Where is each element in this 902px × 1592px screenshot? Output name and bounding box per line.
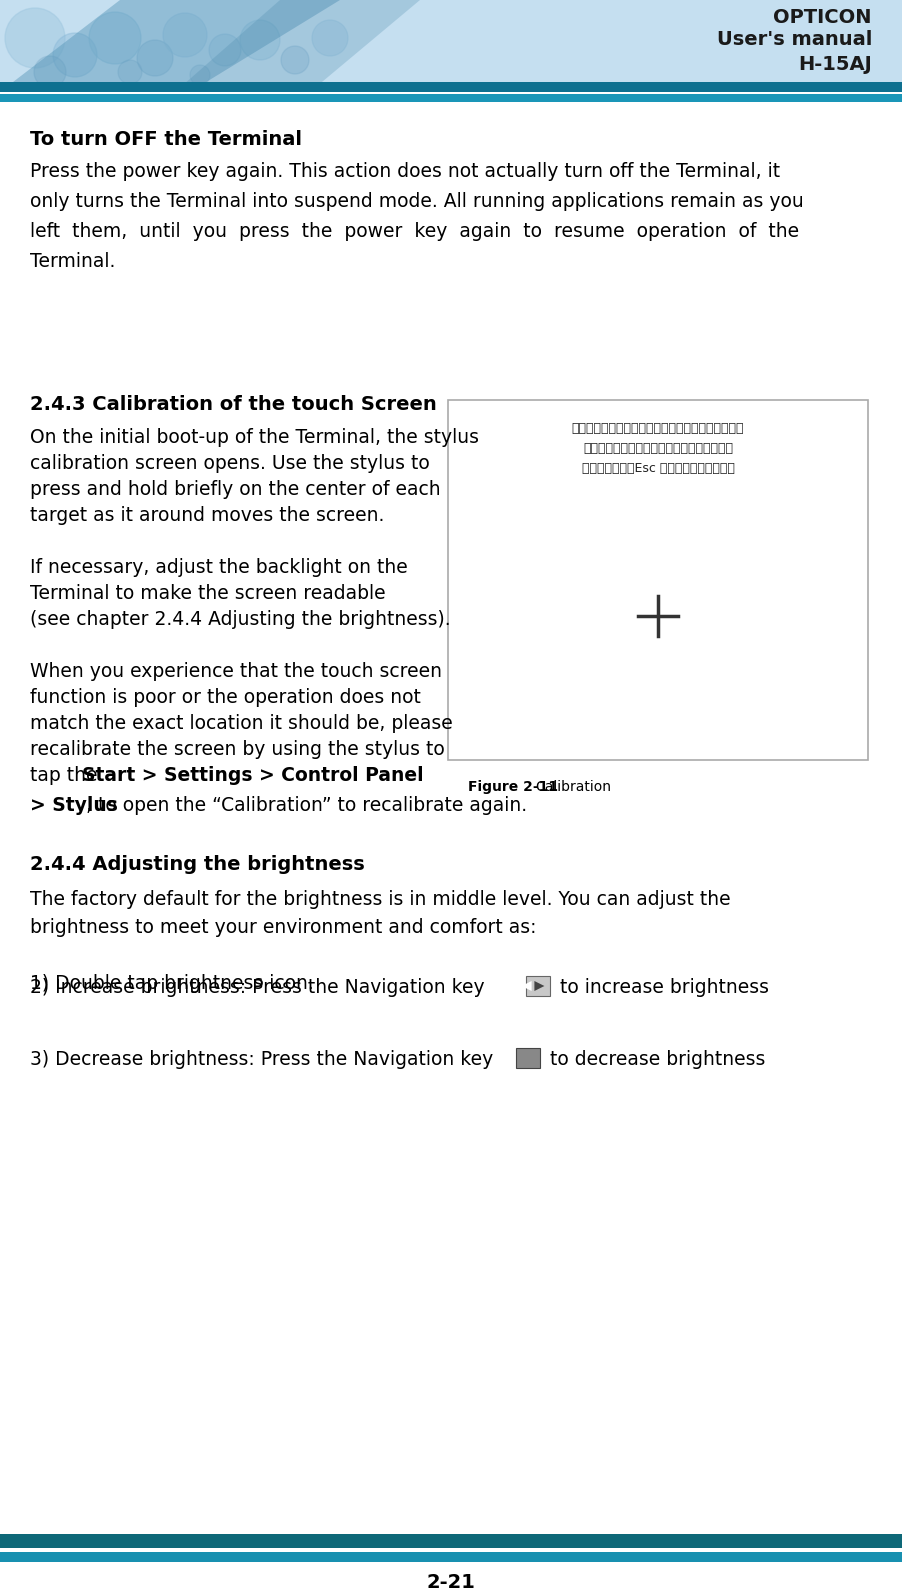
- Text: tap the: tap the: [30, 766, 104, 785]
- Bar: [0, 83, 902, 92]
- Circle shape: [190, 65, 210, 84]
- Text: 1) Double tap brightness icon.: 1) Double tap brightness icon.: [30, 974, 314, 993]
- Circle shape: [137, 40, 173, 76]
- Text: Terminal.: Terminal.: [30, 252, 115, 271]
- Bar: [0, 94, 902, 102]
- Polygon shape: [534, 981, 545, 990]
- Text: If necessary, adjust the backlight on the: If necessary, adjust the backlight on th…: [30, 559, 408, 576]
- Bar: [0, 1535, 902, 1547]
- Bar: [0, 1552, 902, 1562]
- Text: Figure 2-11: Figure 2-11: [468, 780, 563, 794]
- Circle shape: [34, 56, 66, 88]
- Text: 2-21: 2-21: [427, 1573, 475, 1592]
- Text: To turn OFF the Terminal: To turn OFF the Terminal: [30, 131, 302, 150]
- Text: 2.4.4 Adjusting the brightness: 2.4.4 Adjusting the brightness: [30, 855, 364, 874]
- Text: , to open the “Calibration” to recalibrate again.: , to open the “Calibration” to recalibra…: [86, 796, 527, 815]
- Bar: [516, 1048, 540, 1068]
- Text: User's manual: User's manual: [716, 30, 872, 49]
- Text: Press the power key again. This action does not actually turn off the Terminal, : Press the power key again. This action d…: [30, 162, 780, 181]
- Text: OPTICON: OPTICON: [774, 8, 872, 27]
- Text: スタイラスを離すとターゲットが移動します: スタイラスを離すとターゲットが移動します: [583, 443, 733, 455]
- Text: Start > Settings > Control Panel: Start > Settings > Control Panel: [82, 766, 424, 785]
- Bar: [526, 976, 550, 997]
- Text: Terminal to make the screen readable: Terminal to make the screen readable: [30, 584, 386, 603]
- Circle shape: [312, 21, 348, 56]
- Circle shape: [89, 13, 141, 64]
- Bar: [448, 400, 868, 759]
- Text: function is poor or the operation does not: function is poor or the operation does n…: [30, 688, 421, 707]
- Text: When you experience that the touch screen: When you experience that the touch scree…: [30, 662, 442, 681]
- Text: H-15AJ: H-15AJ: [798, 56, 872, 73]
- Text: > Stylus: > Stylus: [30, 796, 118, 815]
- Text: left  them,  until  you  press  the  power  key  again  to  resume  operation  o: left them, until you press the power key…: [30, 221, 799, 240]
- Text: calibration screen opens. Use the stylus to: calibration screen opens. Use the stylus…: [30, 454, 429, 473]
- Bar: [0, 0, 902, 92]
- Text: 中止するには、Esc キーを押してください: 中止するには、Esc キーを押してください: [582, 462, 734, 474]
- Text: to increase brightness: to increase brightness: [560, 977, 769, 997]
- Text: ターゲットの中心をスタイラスで押さえてください: ターゲットの中心をスタイラスで押さえてください: [572, 422, 744, 435]
- Text: to decrease brightness: to decrease brightness: [550, 1051, 766, 1068]
- Text: brightness to meet your environment and comfort as:: brightness to meet your environment and …: [30, 919, 537, 938]
- Polygon shape: [521, 981, 531, 990]
- Text: target as it around moves the screen.: target as it around moves the screen.: [30, 506, 384, 525]
- Text: Calibration: Calibration: [535, 780, 612, 794]
- Text: 2) Increase brightness: Press the Navigation key: 2) Increase brightness: Press the Naviga…: [30, 977, 484, 997]
- Circle shape: [5, 8, 65, 68]
- Text: only turns the Terminal into suspend mode. All running applications remain as yo: only turns the Terminal into suspend mod…: [30, 193, 804, 212]
- Circle shape: [240, 21, 280, 60]
- Circle shape: [209, 33, 241, 65]
- Text: On the initial boot-up of the Terminal, the stylus: On the initial boot-up of the Terminal, …: [30, 428, 479, 447]
- Text: 3) Decrease brightness: Press the Navigation key: 3) Decrease brightness: Press the Naviga…: [30, 1051, 493, 1068]
- Text: (see chapter 2.4.4 Adjusting the brightness).: (see chapter 2.4.4 Adjusting the brightn…: [30, 610, 451, 629]
- Text: press and hold briefly on the center of each: press and hold briefly on the center of …: [30, 481, 440, 498]
- Text: 2.4.3 Calibration of the touch Screen: 2.4.3 Calibration of the touch Screen: [30, 395, 437, 414]
- Polygon shape: [175, 0, 420, 92]
- Circle shape: [163, 13, 207, 57]
- Circle shape: [281, 46, 309, 73]
- Circle shape: [118, 60, 142, 84]
- Polygon shape: [0, 0, 340, 92]
- Text: match the exact location it should be, please: match the exact location it should be, p…: [30, 713, 453, 732]
- Text: recalibrate the screen by using the stylus to: recalibrate the screen by using the styl…: [30, 740, 445, 759]
- Text: The factory default for the brightness is in middle level. You can adjust the: The factory default for the brightness i…: [30, 890, 731, 909]
- Circle shape: [53, 33, 97, 76]
